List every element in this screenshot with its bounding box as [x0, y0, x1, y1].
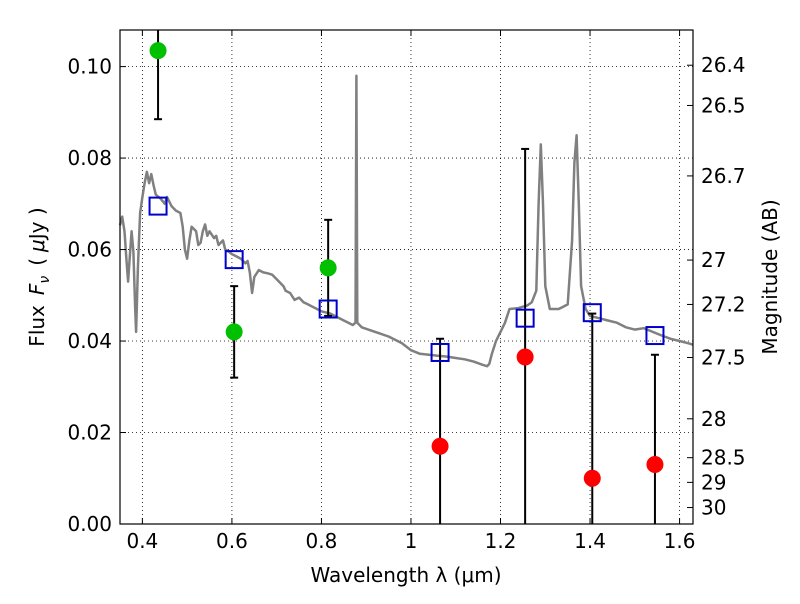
y-tick-label: 0.02	[67, 421, 112, 445]
magnitude-tick-label: 26.7	[701, 164, 746, 188]
y-tick-label: 0.04	[67, 329, 112, 353]
x-tick-label: 0.8	[306, 529, 338, 553]
y-axis-label-unit: Jy )	[25, 207, 49, 241]
magnitude-tick-label: 29	[701, 470, 726, 494]
data-point-circle	[516, 348, 534, 366]
plot-frame	[119, 29, 694, 525]
data-point-square	[582, 303, 602, 323]
y-tick-label: 0.06	[67, 238, 112, 262]
magnitude-tick-label: 30	[701, 496, 726, 520]
x-tick-label: 0.4	[126, 529, 158, 553]
y-tick-label: 0.10	[67, 55, 112, 79]
data-point-square	[318, 299, 338, 319]
magnitude-tick-label: 28	[701, 407, 726, 431]
x-tick-label: 0.6	[216, 529, 248, 553]
data-markers	[148, 42, 665, 487]
magnitude-tick-label: 26.5	[701, 93, 746, 117]
magnitude-tick-label: 27	[701, 248, 726, 272]
model-spectrum	[118, 74, 694, 368]
data-point-square	[148, 196, 168, 216]
y-axis-label-symbol: F	[25, 283, 49, 295]
magnitude-tick-label: 28.5	[701, 446, 746, 470]
data-point-square	[515, 308, 535, 328]
x-tick-label: 1.4	[574, 529, 606, 553]
right-axis-label: Magnitude (AB)	[758, 199, 782, 354]
y-tick-label: 0.00	[67, 512, 112, 536]
magnitude-tick-label: 26.4	[701, 53, 746, 77]
y-axis-label: Flux Fν ( μJy )	[25, 207, 53, 346]
data-point-circle	[319, 259, 337, 277]
data-point-circle	[431, 437, 449, 455]
error-bars	[154, 30, 659, 524]
magnitude-tick-label: 27.5	[701, 346, 746, 370]
y-tick-label: 0.08	[67, 146, 112, 170]
data-point-square	[430, 342, 450, 362]
data-point-square	[224, 250, 244, 270]
data-point-circle	[646, 456, 664, 474]
y-axis-label-open-paren: (	[25, 258, 49, 266]
y-axis-label-mu: μ	[25, 239, 49, 253]
spectrum-line	[118, 74, 694, 368]
data-point-circle	[149, 42, 167, 60]
data-point-square	[645, 326, 665, 346]
x-axis-ticks: 0.4 0.6 0.8 1 1.2 1.4 1.6	[126, 30, 695, 553]
x-tick-label: 1.2	[485, 529, 517, 553]
y-axis-label-main: Flux	[25, 305, 49, 347]
data-point-circle	[583, 469, 601, 487]
x-axis-label: Wavelength λ (μm)	[310, 563, 501, 587]
y-axis-label-subscript: ν	[37, 276, 53, 284]
y-axis-ticks: 0.00 0.02 0.04 0.06 0.08 0.10	[67, 55, 126, 536]
data-point-circle	[225, 323, 243, 341]
magnitude-tick-label: 27.2	[701, 292, 746, 316]
x-tick-label: 1	[405, 529, 418, 553]
x-tick-label: 1.6	[664, 529, 696, 553]
grid-lines	[120, 30, 693, 525]
